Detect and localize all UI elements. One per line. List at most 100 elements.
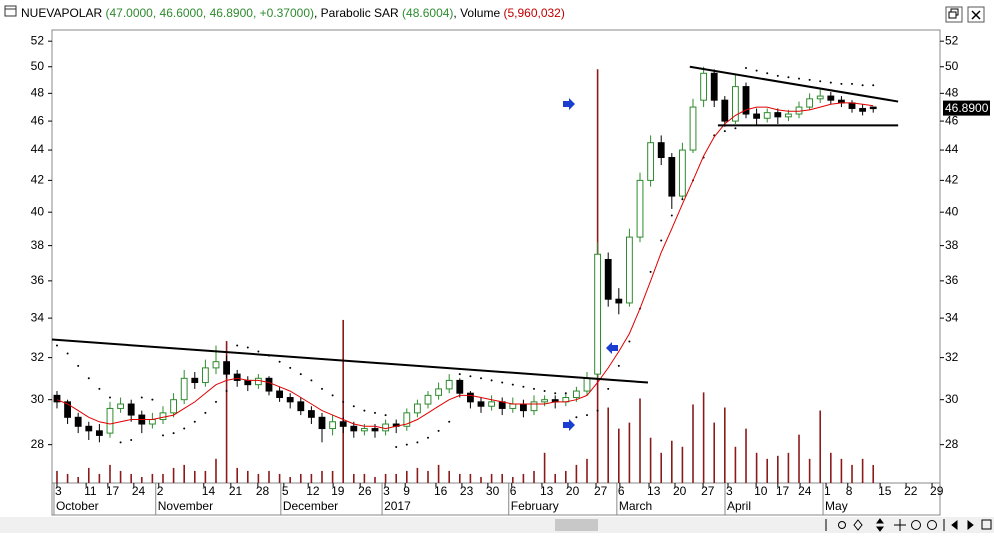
volume-bar: [787, 452, 790, 483]
candle-body: [594, 253, 602, 375]
sar-dot: [851, 82, 854, 85]
sar-label: , Parabolic SAR: [314, 6, 399, 20]
sar-dot: [87, 377, 90, 380]
x-tick-label: 23: [460, 484, 474, 498]
volume-bar: [554, 473, 557, 483]
plot-frame: [51, 29, 941, 484]
y-tick-label: 52: [31, 33, 45, 47]
chart-header: NUEVAPOLAR (47.0000, 46.6000, 46.8900, +…: [21, 6, 565, 20]
toolbar-button[interactable]: [981, 519, 992, 530]
volume-bar: [225, 341, 228, 483]
sar-dot: [670, 214, 673, 217]
sar-dot: [373, 411, 376, 414]
sar-dot: [66, 352, 69, 355]
volume-bar: [692, 404, 694, 483]
scroll-thumb[interactable]: [555, 519, 598, 531]
sar-dot: [649, 270, 652, 273]
candle-body: [689, 106, 697, 151]
toolbar-button[interactable]: [876, 518, 884, 532]
volume-bar: [543, 452, 546, 483]
sar-dot: [236, 344, 239, 347]
volume-bar: [469, 473, 472, 483]
toolbar-button[interactable]: [838, 521, 846, 529]
x-tick-label: 3: [55, 484, 62, 498]
x-tick-label: 13: [540, 484, 554, 498]
x-tick-label: 22: [904, 484, 918, 498]
sar-dot: [734, 127, 737, 130]
candle-body: [265, 377, 273, 392]
candle-body: [64, 401, 71, 418]
sar-dot: [384, 414, 387, 417]
sar-dot: [617, 364, 620, 367]
sar-dot: [363, 409, 366, 412]
x-tick-label: 20: [566, 484, 580, 498]
candle-body: [403, 412, 411, 427]
month-label: February: [511, 499, 559, 513]
toolbar-button[interactable]: [894, 519, 906, 531]
sar-dot: [320, 387, 323, 390]
month-label: October: [56, 499, 99, 513]
restore-button[interactable]: [945, 6, 963, 23]
y-tick-label: 40: [31, 204, 45, 218]
volume-label: , Volume: [453, 6, 500, 20]
candle-body: [763, 112, 771, 119]
scrollbar[interactable]: [0, 517, 994, 533]
y2-tick-label: 36: [945, 273, 959, 287]
x-tick-label: 15: [878, 484, 892, 498]
sar-dot: [119, 441, 122, 444]
last-price-badge: [943, 100, 990, 116]
sar-dot: [405, 443, 408, 446]
x-tick-label: 12: [306, 484, 320, 498]
last-price-label: 46.8900: [945, 101, 989, 115]
sar-dot: [469, 375, 472, 378]
scroll-right[interactable]: [967, 519, 974, 531]
x-tick-label: 6: [618, 484, 625, 498]
volume-bar: [861, 458, 864, 483]
candle-body: [127, 403, 135, 416]
sar-dot: [787, 76, 790, 79]
candle-body: [530, 401, 538, 412]
title-bar: [0, 0, 994, 30]
sar-dot: [564, 392, 567, 395]
sar-dot: [819, 80, 822, 83]
sar-dot: [257, 350, 260, 353]
sar-dot: [586, 414, 589, 417]
volume-bar: [819, 410, 822, 483]
y-tick-label: 36: [31, 273, 45, 287]
candle-body: [572, 390, 580, 399]
x-tick-label: 27: [701, 484, 715, 498]
sar-dot: [861, 84, 864, 87]
candle-body: [318, 416, 326, 430]
toolbar-button[interactable]: [853, 519, 863, 531]
volume-bar: [130, 473, 132, 483]
toolbar-button[interactable]: [927, 520, 937, 530]
candle-body: [827, 95, 835, 101]
volume-bar: [246, 470, 249, 483]
sar-dot: [575, 416, 578, 419]
y2-tick-label: 34: [945, 310, 959, 324]
candle-body: [53, 394, 61, 403]
sar-dot: [554, 392, 557, 395]
y2-tick-label: 46: [945, 113, 959, 127]
sar-dot: [395, 445, 398, 448]
volume-bar: [268, 470, 270, 483]
volume-bar: [480, 476, 482, 483]
scroll-left[interactable]: [951, 519, 958, 531]
candle-body: [85, 425, 93, 432]
sar-dot: [214, 400, 217, 403]
sar-dot: [458, 373, 461, 376]
close-button[interactable]: [967, 6, 985, 23]
y2-tick-label: 42: [945, 173, 959, 187]
toolbar-button[interactable]: [911, 520, 921, 530]
sar-dot: [183, 427, 186, 430]
y2-tick-label: 48: [945, 86, 959, 100]
y-tick-label: 44: [31, 142, 45, 156]
volume-bar: [777, 455, 779, 483]
x-tick-label: 30: [486, 484, 500, 498]
volume-bar: [374, 476, 376, 483]
volume-bar: [575, 464, 578, 483]
volume-bar: [56, 470, 58, 483]
volume-bar: [331, 470, 334, 483]
sar-dot: [543, 390, 546, 393]
volume-bar: [745, 428, 747, 483]
